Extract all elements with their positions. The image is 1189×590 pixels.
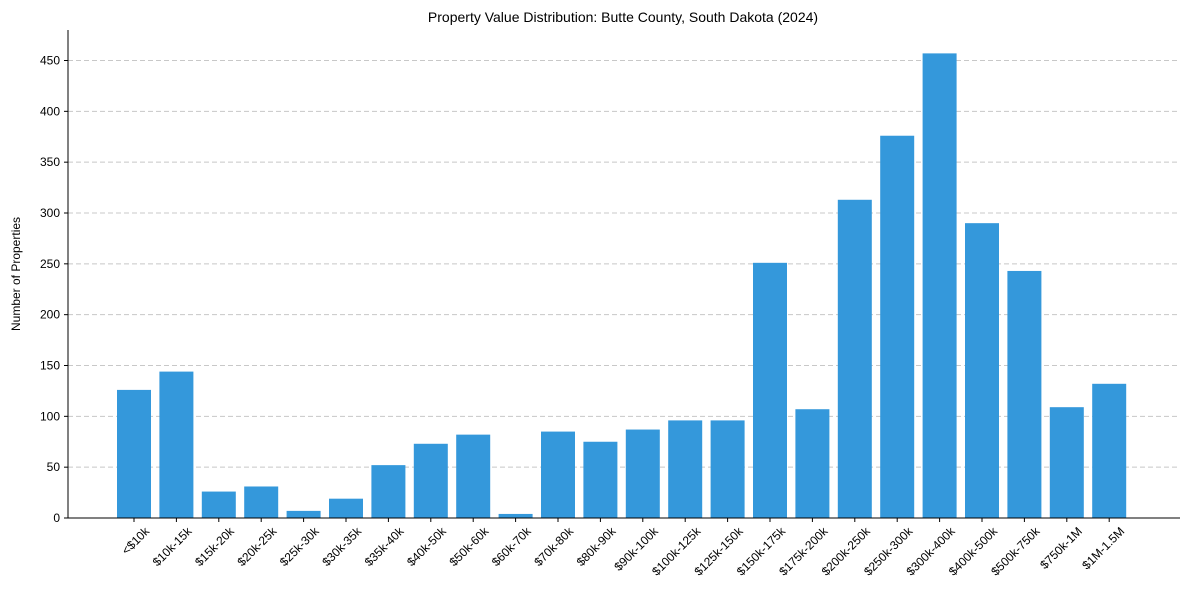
bar: [710, 420, 745, 518]
x-tick-label: $1M-1.5M: [1079, 524, 1127, 572]
x-tick-label: <$10k: [119, 524, 153, 558]
x-tick-label: $35k-40k: [362, 524, 408, 570]
y-axis-ticks: 0 50 100 150 200 250 300 350 400 450: [40, 54, 68, 525]
x-tick-label: $60k-70k: [489, 524, 535, 570]
y-tick-label: 300: [40, 206, 60, 220]
bar: [541, 431, 575, 518]
x-tick-label: $25k-30k: [277, 524, 323, 570]
y-tick-label: 200: [40, 308, 60, 322]
x-tick-label: $70k-80k: [531, 524, 577, 570]
bar: [498, 513, 533, 518]
y-tick-label: 50: [47, 460, 61, 474]
bar: [329, 498, 363, 518]
bar: [1007, 270, 1042, 518]
x-tick-label: $20k-25k: [235, 524, 281, 570]
x-tick-label: $10k-15k: [150, 524, 196, 570]
bar: [286, 510, 321, 518]
bar: [880, 135, 915, 518]
bar: [244, 486, 279, 518]
bar: [965, 223, 999, 518]
bar: [201, 491, 236, 518]
bar: [837, 199, 872, 519]
bar: [413, 443, 448, 518]
chart-title: Property Value Distribution: Butte Count…: [428, 9, 818, 25]
bar: [159, 371, 194, 518]
bar: [625, 429, 660, 518]
y-tick-label: 100: [40, 409, 60, 423]
bar: [117, 389, 151, 518]
bar: [583, 441, 618, 518]
bar: [668, 420, 703, 518]
bar: [795, 409, 830, 518]
bar: [753, 262, 787, 518]
x-tick-label: $750k-1M: [1037, 524, 1085, 572]
y-tick-label: 400: [40, 104, 60, 118]
x-axis-ticks: <$10k$10k-15k$15k-20k$20k-25k$25k-30k$30…: [119, 518, 1127, 578]
y-tick-label: 250: [40, 257, 60, 271]
y-tick-label: 0: [53, 511, 60, 525]
bar: [371, 465, 406, 518]
y-tick-label: 450: [40, 54, 60, 68]
bar: [1049, 407, 1084, 518]
bar: [456, 434, 491, 518]
grid-lines: [68, 60, 1180, 468]
y-tick-label: 350: [40, 155, 60, 169]
x-tick-label: $30k-35k: [319, 524, 365, 570]
y-tick-label: 150: [40, 359, 60, 373]
y-axis-label: Number of Properties: [9, 217, 23, 331]
x-tick-label: $40k-50k: [404, 524, 450, 570]
x-tick-label: $50k-60k: [447, 524, 493, 570]
x-tick-label: $15k-20k: [192, 524, 238, 570]
bar: [1092, 383, 1127, 518]
bars: [117, 53, 1127, 519]
bar: [922, 53, 957, 519]
